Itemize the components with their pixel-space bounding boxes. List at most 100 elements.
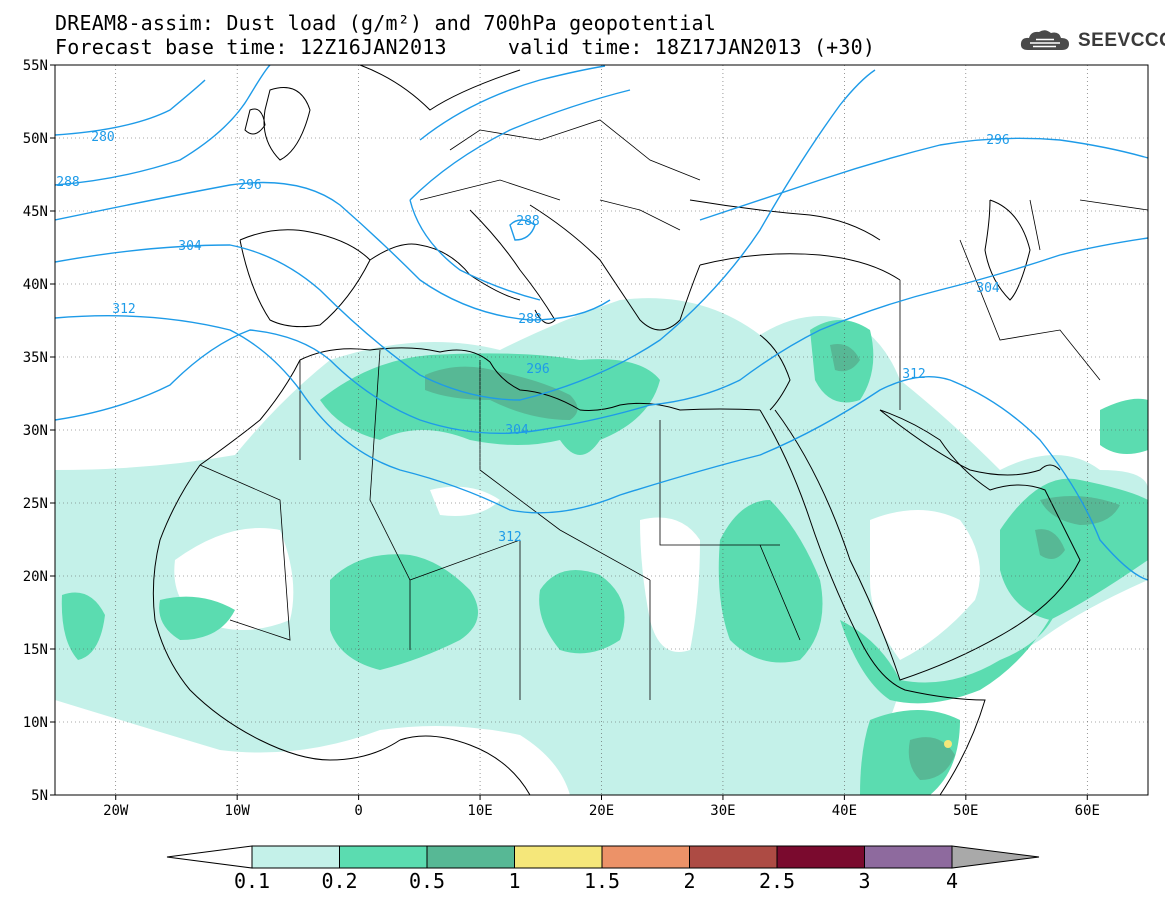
latitude-tick-label: 35N xyxy=(23,350,48,366)
colorbar-lower-arrow xyxy=(166,845,253,869)
contour-label: 288 xyxy=(516,214,539,229)
colorbar-segment xyxy=(514,845,603,869)
gulf-of-guinea-coast xyxy=(399,735,531,795)
colorbar-segment xyxy=(864,845,953,869)
latitude-axis: 55N 50N 45N 40N 35N 30N 25N 20N 15N 10N 5N xyxy=(23,58,55,804)
longitude-tick-label: 10W xyxy=(225,803,251,819)
longitude-tick-label: 20W xyxy=(103,803,129,819)
contour-296-east xyxy=(699,137,1148,221)
contour-label: 296 xyxy=(986,133,1009,148)
longitude-tick-label: 40E xyxy=(832,803,857,819)
longitude-axis: 20W 10W 0 10E 20E 30E 40E 50E 60E xyxy=(103,795,1100,819)
clear-patch xyxy=(870,510,980,660)
dust-level-0-5 xyxy=(425,366,578,420)
contour-label: 288 xyxy=(56,175,79,190)
persian-gulf-coast xyxy=(879,409,1061,476)
dust-level-0-2 xyxy=(61,592,105,660)
colorbar-label: 3 xyxy=(858,869,870,893)
dust-level-0-2 xyxy=(330,554,478,670)
colorbar-segment xyxy=(339,845,428,869)
longitude-tick-label: 30E xyxy=(710,803,735,819)
dust-level-0-2 xyxy=(159,596,235,640)
british-isles-coast xyxy=(263,87,311,161)
dust-load-colorbar: 0.1 0.2 0.5 1 1.5 2 2.5 3 4 xyxy=(166,845,1040,893)
balkans-coast xyxy=(529,204,701,331)
cloud-logo-icon xyxy=(1020,30,1069,50)
mediterranean-north-coast xyxy=(369,243,521,301)
contour-label: 296 xyxy=(238,178,261,193)
latitude-tick-label: 50N xyxy=(23,131,48,147)
contour-labels: 280 288 296 304 312 288 296 304 312 296 … xyxy=(56,130,1009,545)
latitude-tick-label: 45N xyxy=(23,204,48,220)
colorbar-segment xyxy=(689,845,778,869)
italy-coast xyxy=(469,209,556,324)
colorbar-label: 1.5 xyxy=(584,869,620,893)
longitude-tick-label: 20E xyxy=(589,803,614,819)
clear-patch xyxy=(640,517,700,652)
colorbar-label: 2 xyxy=(683,869,695,893)
colorbar-segment xyxy=(776,845,865,869)
west-africa-coast xyxy=(152,464,401,761)
dust-level-0-5 xyxy=(908,737,955,780)
longitude-tick-label: 0 xyxy=(354,803,362,819)
coastlines-and-borders xyxy=(152,65,1148,795)
colorbar-segment xyxy=(426,845,515,869)
dust-level-0-5 xyxy=(830,344,860,372)
colorbar-segment xyxy=(251,845,340,869)
clear-patch xyxy=(430,486,500,516)
contour-280 xyxy=(55,79,206,136)
contour-288-small xyxy=(509,219,536,241)
dust-load-fill xyxy=(55,298,1148,795)
dust-level-0-2 xyxy=(320,353,660,455)
contour-304-mid xyxy=(55,69,876,401)
colorbar-label: 4 xyxy=(946,869,958,893)
latitude-tick-label: 10N xyxy=(23,715,48,731)
contour-label: 304 xyxy=(976,281,1000,296)
latitude-tick-label: 20N xyxy=(23,569,48,585)
map-plot-area: 280 288 296 304 312 288 296 304 312 296 … xyxy=(54,64,1149,796)
dust-level-1 xyxy=(944,740,952,748)
contour-label: 312 xyxy=(498,530,521,545)
dust-level-0-5 xyxy=(1035,529,1065,559)
longitude-tick-label: 60E xyxy=(1075,803,1100,819)
contour-label: 296 xyxy=(526,362,549,377)
contour-label: 312 xyxy=(112,302,135,317)
graticule xyxy=(55,65,1148,795)
horn-of-africa-coast xyxy=(759,409,986,795)
latitude-tick-label: 30N xyxy=(23,423,48,439)
latitude-tick-label: 15N xyxy=(23,642,48,658)
latitude-tick-label: 5N xyxy=(31,788,48,804)
dust-level-0-2 xyxy=(840,600,1060,704)
dust-level-0-2 xyxy=(1100,398,1148,454)
forecast-times: Forecast base time: 12Z16JAN2013 valid t… xyxy=(55,35,876,59)
colorbar-label: 0.2 xyxy=(321,869,357,893)
colorbar-label: 0.5 xyxy=(409,869,445,893)
latitude-tick-label: 25N xyxy=(23,496,48,512)
political-borders xyxy=(199,349,801,700)
arabian-peninsula-coast xyxy=(774,409,1081,681)
contour-label: 312 xyxy=(902,367,925,382)
ireland-coast xyxy=(244,108,266,135)
map-title: DREAM8-assim: Dust load (g/m²) and 700hP… xyxy=(55,11,717,35)
caspian-sea-coast xyxy=(984,199,1031,301)
levant-coast xyxy=(759,334,791,411)
latitude-tick-label: 55N xyxy=(23,58,48,74)
contour-label: 304 xyxy=(505,423,529,438)
longitude-tick-label: 50E xyxy=(953,803,978,819)
contour-288-west xyxy=(55,65,271,186)
logo-text: SEEVCCC xyxy=(1078,30,1165,51)
dust-level-0-2 xyxy=(718,500,823,663)
seevccc-logo: SEEVCCC xyxy=(1018,26,1165,56)
latitude-tick-label: 40N xyxy=(23,277,48,293)
geopotential-contours xyxy=(55,65,1148,581)
longitude-tick-label: 10E xyxy=(467,803,492,819)
north-africa-coast xyxy=(199,347,761,466)
contour-312 xyxy=(55,315,1148,581)
contour-label: 304 xyxy=(178,239,202,254)
black-sea-coast xyxy=(689,199,901,281)
contour-304-east xyxy=(55,237,1148,435)
political-borders-east xyxy=(899,199,1148,410)
iberia-coast xyxy=(239,229,371,328)
contour-label: 280 xyxy=(91,130,114,145)
